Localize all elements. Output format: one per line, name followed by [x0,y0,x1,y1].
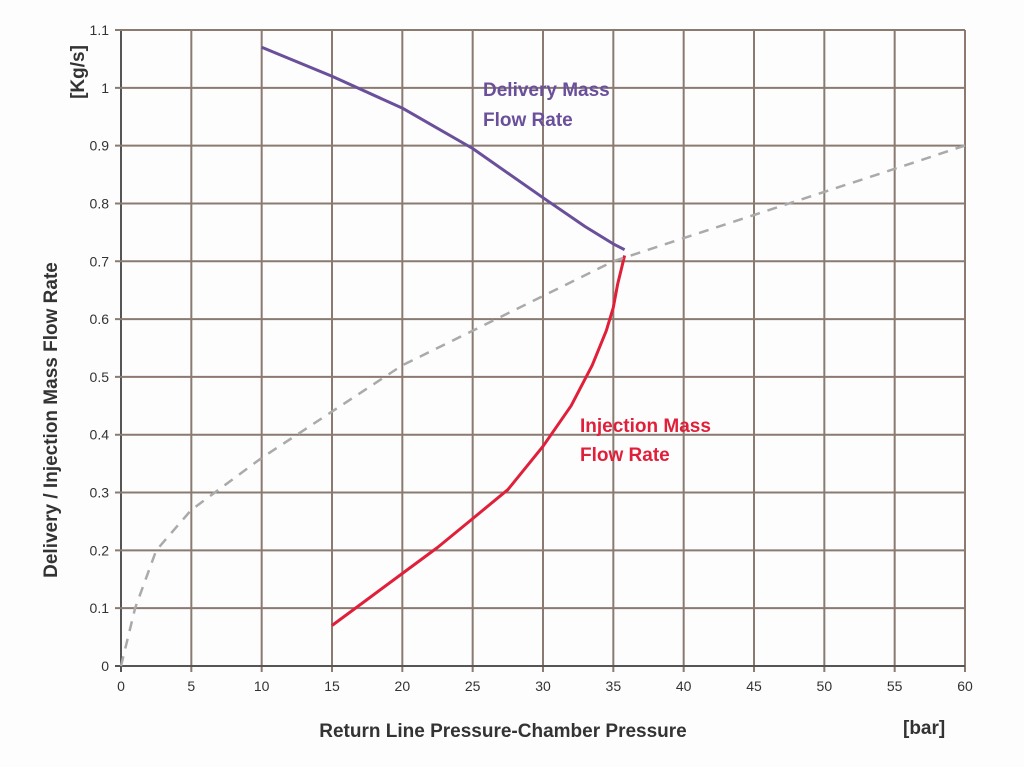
y-axis-unit: [Kg/s] [68,45,89,99]
y-tick-label: 0.5 [90,369,110,385]
x-axis-title: Return Line Pressure-Chamber Pressure [319,721,686,742]
x-tick-label: 50 [817,678,833,694]
x-axis-unit: [bar] [903,718,945,739]
y-tick-label: 0.1 [90,600,110,616]
x-tick-label: 35 [606,678,622,694]
x-tick-label: 10 [254,678,270,694]
x-tick-label: 60 [957,678,973,694]
delivery-flow-line [261,45,626,252]
x-tick-label: 40 [676,678,692,694]
y-tick-label: 0.3 [90,485,110,501]
delivery-label-line1: Delivery Mass [483,80,610,101]
x-tick-label: 15 [324,678,340,694]
y-tick-label: 0.2 [90,542,110,558]
y-tick-label: 0.8 [90,195,110,211]
x-tick-label: 25 [465,678,481,694]
x-tick-label: 30 [535,678,551,694]
injection-flow-line [331,255,627,627]
y-tick-label: 0 [101,658,109,674]
injection-label-line1: Injection Mass [580,416,711,437]
x-tick-label: 55 [887,678,903,694]
y-tick-label: 0.4 [90,427,110,443]
x-tick-label: 45 [746,678,762,694]
y-tick-label: 1 [101,80,109,96]
y-tick-label: 0.6 [90,311,110,327]
y-tick-label: 0.9 [90,138,110,154]
y-tick-label: 0.7 [90,253,110,269]
dashed-reference-line [119,144,966,667]
delivery-label-line2: Flow Rate [483,110,573,131]
x-tick-label: 20 [395,678,411,694]
injection-label-line2: Flow Rate [580,445,670,466]
x-tick-label: 0 [117,678,125,694]
y-tick-label: 1.1 [90,22,110,38]
y-axis-title: Delivery / Injection Mass Flow Rate [41,262,62,578]
x-tick-label: 5 [187,678,195,694]
